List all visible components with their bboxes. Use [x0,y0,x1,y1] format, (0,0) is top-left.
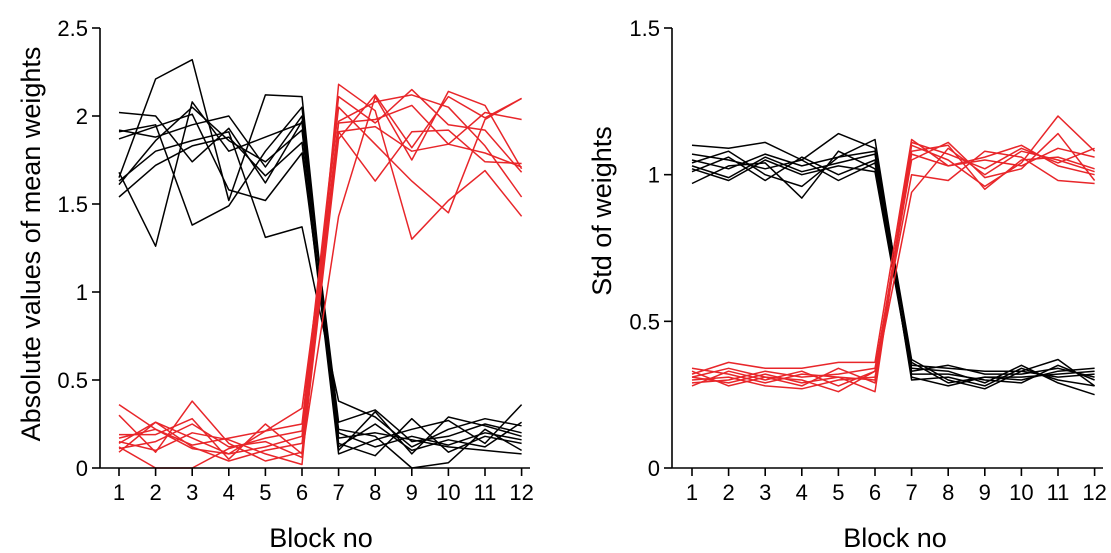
mean-weights-series-line-16 [118,88,523,446]
std-weights-axes: 00.511.51 2 3 4 5 6 7 8 9 10 11 12 [629,16,1106,505]
mean-weights-x-tick-label: 3 [186,480,198,505]
mean-weights-y-tick-label: 2 [76,104,88,129]
std-weights-x-tick-label: 12 [1082,480,1106,505]
std-weights-y-tick-label: 0 [648,456,660,481]
mean-weights-x-tick-label: 7 [332,480,344,505]
mean-weights-y-tick-label: 1.5 [57,192,88,217]
mean-weights-x-tick-label: 12 [509,480,533,505]
mean-weights-y-tick-label: 0.5 [57,368,88,393]
mean-weights-series-line-18 [118,104,522,455]
std-weights-y-axis-label: Std of weights [587,126,617,296]
std-weights-series-line-12 [691,147,1095,390]
std-weights-series-lines [691,115,1096,396]
mean-weights-series-line-17 [118,94,522,459]
mean-weights-x-axis-label: Block no [269,523,373,553]
std-weights-x-tick-label: 8 [942,480,954,505]
mean-weights-series-line-7 [118,131,522,448]
mean-weights-x-tick-label: 1 [113,480,125,505]
mean-weights-series-line-12 [119,90,523,460]
mean-weights-x-tick-label: 6 [296,480,308,505]
std-weights-x-tick-label: 3 [759,480,771,505]
std-weights-series-line-16 [691,144,1095,387]
mean-weights-x-tick-label: 4 [223,480,235,505]
std-weights-x-tick-label: 9 [979,480,991,505]
mean-weights-x-tick-label: 8 [369,480,381,505]
std-weights-x-tick-label: 11 [1047,480,1070,505]
std-weights-x-tick-label: 5 [832,480,844,505]
std-weights-x-tick-label: 4 [796,480,808,505]
mean-weights-x-tick-label: 11 [474,480,497,505]
std-weights-y-tick-label: 1 [648,163,660,188]
std-weights-x-tick-label: 1 [686,480,698,505]
std-weights-series-line-11 [691,138,1095,375]
std-weights-x-axis-label: Block no [843,523,947,553]
std-weights-x-tick-label: 7 [905,480,917,505]
mean-weights-y-tick-label: 1 [76,280,88,305]
mean-weights-x-tick-label: 10 [436,480,460,505]
mean-weights-x-tick-label: 2 [149,480,161,505]
mean-weights-y-axis-label: Absolute values of mean weights [16,47,46,442]
std-weights-series-line-15 [691,141,1095,384]
std-weights-y-tick-label: 1.5 [629,16,660,41]
mean-weights-series-lines [118,58,523,469]
mean-weights-y-tick-label: 2.5 [57,16,88,41]
mean-weights-y-tick-label: 0 [76,456,88,481]
std-weights-y-tick-label: 0.5 [629,309,660,334]
std-weights-x-tick-label: 10 [1009,480,1033,505]
mean-weights-panel: 00.511.522.51 2 3 4 5 6 7 8 9 10 11 12 Block no Abs… [16,16,534,553]
mean-weights-x-tick-label: 9 [406,480,418,505]
mean-weights-x-tick-label: 5 [259,480,271,505]
std-weights-panel: 00.511.51 2 3 4 5 6 7 8 9 10 11 12 Block no Std of … [587,16,1107,553]
std-weights-x-tick-label: 6 [869,480,881,505]
mean-weights-axes: 00.511.522.51 2 3 4 5 6 7 8 9 10 11 12 [57,16,533,505]
std-weights-x-tick-label: 2 [722,480,734,505]
